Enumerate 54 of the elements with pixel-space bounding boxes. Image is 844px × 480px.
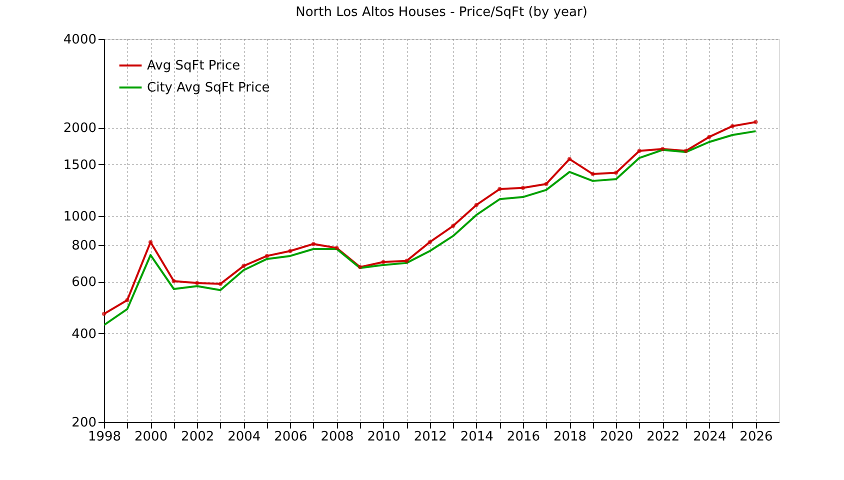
point (707, 134, 712, 140)
x-tick-label: 2014 (460, 430, 494, 444)
point (730, 124, 735, 128)
point (474, 202, 479, 208)
point (264, 254, 270, 258)
point (288, 248, 292, 254)
y-tick-label: 200 (72, 416, 96, 430)
point (194, 280, 200, 286)
point (544, 182, 548, 186)
y-tick-label: 2000 (63, 121, 96, 136)
point (614, 170, 618, 175)
y-tick-label: 400 (72, 326, 96, 342)
y-tick-label: 800 (72, 238, 96, 254)
point (311, 242, 316, 246)
point (125, 298, 130, 302)
y-tick-label: 4000 (63, 32, 96, 48)
x-tick-label: 2002 (181, 430, 214, 444)
point (754, 120, 758, 124)
x-tick-label: 2020 (600, 430, 634, 444)
chart-title: North Los Altos Houses - Price/SqFt (by year) (296, 5, 588, 20)
x-tick-label: 2004 (228, 430, 261, 444)
y-tick-label: 1500 (63, 158, 96, 173)
point (404, 258, 409, 264)
x-tick-label: 2008 (320, 430, 354, 444)
point (242, 264, 246, 268)
point (637, 148, 642, 154)
x-tick-label: 1998 (88, 430, 122, 444)
x-tick-label: 2000 (134, 430, 168, 444)
point (381, 260, 386, 264)
legend-label: City Avg SqFt Price (147, 80, 270, 96)
x-tick-label: 2018 (553, 430, 587, 444)
point (451, 224, 456, 228)
point (334, 246, 339, 250)
point (684, 148, 688, 154)
x-tick-label: 2022 (646, 430, 680, 444)
point (567, 156, 572, 162)
x-tick-label: 2012 (414, 430, 447, 444)
point (520, 186, 526, 190)
point (498, 186, 502, 192)
x-tick-label: 2016 (506, 430, 540, 444)
y-tick-label: 1000 (63, 210, 96, 225)
point (172, 279, 176, 284)
point (660, 146, 665, 152)
point (102, 312, 106, 316)
x-tick-label: 2026 (740, 430, 773, 444)
point (358, 264, 362, 270)
x-tick-label: 2024 (693, 430, 726, 444)
point (590, 172, 595, 176)
x-tick-label: 2010 (367, 430, 400, 444)
y-tick-label: 600 (72, 275, 96, 290)
point (218, 282, 222, 286)
legend-label: Avg SqFt Price (147, 58, 240, 74)
point (428, 240, 432, 244)
x-tick-label: 2006 (274, 430, 308, 444)
